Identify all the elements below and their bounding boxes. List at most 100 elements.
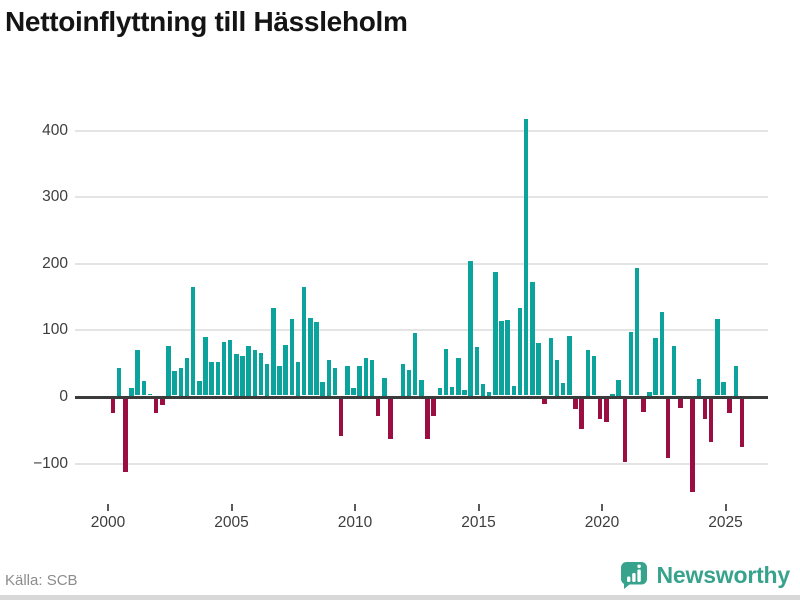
bar	[597, 398, 603, 419]
bar	[166, 345, 171, 396]
bar	[283, 344, 288, 396]
bar	[702, 398, 708, 419]
bar	[351, 388, 356, 396]
bar	[252, 349, 258, 396]
bar	[628, 332, 634, 396]
bar	[314, 322, 319, 396]
bar	[246, 345, 251, 396]
bar	[357, 365, 362, 396]
bar	[560, 382, 566, 396]
bar	[437, 388, 443, 396]
bar	[172, 370, 177, 396]
bar	[178, 367, 184, 396]
bar	[573, 398, 578, 409]
bar	[227, 339, 233, 396]
bar	[412, 332, 418, 396]
y-axis-label: 400	[42, 121, 68, 139]
bar	[449, 386, 455, 396]
bar	[110, 398, 116, 414]
newsworthy-brand: Newsworthy	[620, 561, 790, 590]
bar	[456, 358, 461, 396]
bar	[375, 398, 381, 416]
bar	[147, 394, 153, 396]
bar	[431, 398, 436, 416]
bar	[659, 311, 665, 396]
bar	[400, 363, 406, 396]
bar	[493, 271, 498, 396]
bar	[184, 357, 190, 396]
bar	[190, 286, 196, 396]
x-axis-label: 2020	[584, 514, 620, 531]
x-axis-label: 2010	[337, 514, 373, 531]
bar	[123, 398, 128, 472]
y-gridline	[75, 329, 768, 332]
bar	[517, 308, 523, 396]
bar	[536, 342, 541, 396]
bar	[486, 391, 492, 396]
bar	[345, 366, 350, 396]
x-axis-label: 2025	[708, 514, 743, 531]
bar	[733, 365, 739, 396]
bar	[653, 338, 658, 396]
bar	[579, 398, 584, 430]
bar	[542, 398, 547, 404]
bar	[585, 349, 591, 396]
bar	[690, 398, 695, 492]
bar	[610, 393, 615, 396]
bar	[678, 398, 683, 408]
bar	[197, 380, 202, 396]
bar	[129, 387, 134, 396]
bar	[419, 379, 424, 396]
bar	[264, 363, 270, 396]
y-gridline	[75, 462, 768, 465]
bar	[567, 335, 572, 396]
bar	[153, 398, 159, 414]
zero-axis-line	[75, 395, 768, 399]
bar	[604, 398, 609, 422]
bar	[634, 268, 640, 396]
bar	[308, 317, 313, 396]
bar	[647, 391, 652, 396]
bar	[554, 359, 560, 396]
bar	[708, 398, 714, 442]
x-axis-label: 2005	[214, 514, 249, 531]
bar	[721, 382, 726, 396]
newsworthy-logo-icon	[620, 561, 648, 590]
y-gridline	[75, 129, 768, 132]
bar	[215, 362, 221, 396]
bar	[209, 362, 214, 396]
bar	[221, 341, 227, 396]
bar	[141, 380, 147, 396]
y-gridline	[75, 262, 768, 265]
source-label: Källa: SCB	[5, 572, 78, 589]
bar	[443, 348, 449, 396]
bar	[320, 381, 325, 396]
bar	[499, 320, 504, 396]
bar	[363, 357, 369, 396]
bar	[641, 398, 646, 412]
bar	[289, 318, 295, 396]
bar	[369, 359, 375, 396]
x-axis-tick	[724, 504, 727, 511]
bar	[480, 383, 486, 396]
bar	[258, 352, 264, 396]
bar	[727, 398, 732, 414]
bar	[505, 319, 510, 396]
bar	[715, 318, 720, 396]
bar	[240, 355, 245, 396]
bar	[388, 398, 393, 440]
bar	[548, 337, 554, 396]
page-title: Nettoinflyttning till Hässleholm	[5, 6, 408, 37]
bar	[425, 398, 430, 439]
bar	[523, 119, 529, 396]
y-axis-label: 200	[42, 254, 68, 272]
x-axis-label: 2000	[90, 514, 126, 531]
bar	[696, 378, 702, 396]
bar	[332, 368, 338, 396]
y-axis-label: −100	[33, 454, 68, 472]
x-axis-tick	[601, 504, 603, 511]
bar	[462, 390, 467, 396]
bar	[622, 398, 628, 463]
bar	[338, 398, 344, 436]
